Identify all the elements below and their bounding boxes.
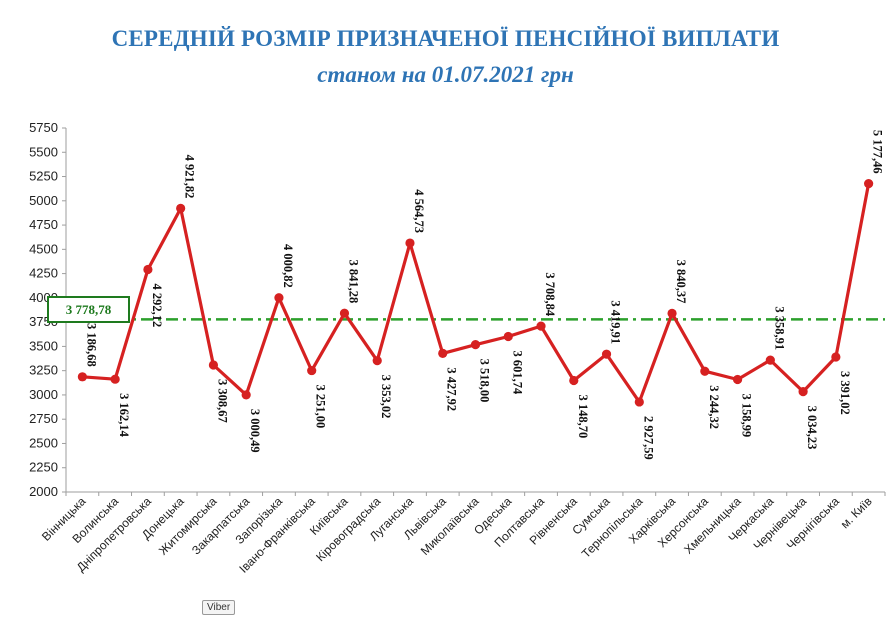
data-label: 2 927,59: [641, 416, 655, 460]
data-label: 3 708,84: [543, 272, 557, 317]
x-tick-label: м. Київ: [838, 494, 875, 531]
data-point: [143, 264, 153, 275]
data-label: 3 000,49: [248, 409, 262, 453]
y-tick-label: 4750: [29, 217, 58, 232]
data-point: [438, 348, 448, 358]
data-point: [536, 321, 546, 331]
data-label: 3 162,14: [117, 393, 131, 438]
y-tick-label: 3000: [29, 387, 58, 402]
data-point: [700, 366, 710, 376]
data-label: 3 244,32: [707, 385, 721, 429]
data-point: [732, 374, 743, 385]
data-point: [405, 238, 415, 248]
data-point: [110, 374, 120, 384]
data-label: 3 601,74: [510, 351, 524, 396]
data-point: [831, 352, 841, 362]
data-point: [208, 360, 219, 370]
y-tick-label: 5000: [29, 193, 58, 208]
data-label: 3 308,67: [215, 379, 229, 423]
data-label: 4 921,82: [183, 155, 197, 199]
data-label: 3 840,37: [674, 260, 688, 304]
data-point: [765, 355, 775, 365]
y-tick-label: 2750: [29, 411, 58, 426]
y-tick-label: 2500: [29, 435, 58, 450]
data-label: 3 158,99: [740, 394, 754, 438]
data-point: [798, 387, 808, 397]
data-point: [667, 308, 677, 318]
data-point: [307, 365, 317, 376]
data-point: [864, 178, 874, 189]
y-tick-label: 3250: [29, 363, 58, 378]
data-point: [569, 375, 579, 386]
y-tick-label: 2000: [29, 484, 58, 499]
y-tick-label: 5250: [29, 169, 58, 184]
data-label: 4 292,12: [150, 284, 164, 328]
data-label: 3 353,02: [379, 375, 393, 419]
data-label: 3 148,70: [576, 394, 590, 438]
data-point: [274, 293, 284, 303]
data-point: [77, 372, 87, 382]
data-point: [634, 397, 644, 407]
series-line: [82, 183, 871, 404]
y-tick-label: 2250: [29, 460, 58, 475]
y-tick-label: 5750: [29, 120, 58, 135]
chart-subtitle: станом на 01.07.2021 грн: [317, 62, 574, 87]
data-label: 3 251,00: [314, 385, 328, 429]
chart-title: СЕРЕДНІЙ РОЗМІР ПРИЗНАЧЕНОЇ ПЕНСІЙНОЇ ВИ…: [111, 26, 780, 51]
data-label: 3 391,02: [838, 371, 852, 415]
data-label: 3 841,28: [346, 260, 360, 304]
y-tick-label: 3500: [29, 338, 58, 353]
data-label: 3 186,68: [84, 323, 98, 367]
data-point: [470, 340, 481, 350]
data-point: [601, 349, 612, 359]
data-point: [176, 203, 186, 213]
data-point: [503, 331, 513, 342]
y-tick-label: 4250: [29, 266, 58, 281]
average-value-label: 3 778,78: [47, 296, 130, 323]
y-tick-label: 5500: [29, 144, 58, 159]
data-label: 3 518,00: [478, 359, 492, 403]
y-tick-label: 4500: [29, 241, 58, 256]
data-label: 5 177,46: [871, 130, 885, 174]
data-label: 3 427,92: [445, 367, 459, 411]
data-label: 3 358,91: [772, 306, 786, 350]
data-label: 4 564,73: [412, 189, 426, 233]
data-label: 3 419,91: [609, 300, 623, 344]
data-point: [241, 390, 251, 400]
data-label: 4 000,82: [281, 244, 295, 288]
data-point: [339, 308, 350, 318]
data-point: [372, 356, 382, 366]
viber-tooltip: Viber: [202, 600, 236, 615]
data-label: 3 034,23: [805, 406, 819, 450]
